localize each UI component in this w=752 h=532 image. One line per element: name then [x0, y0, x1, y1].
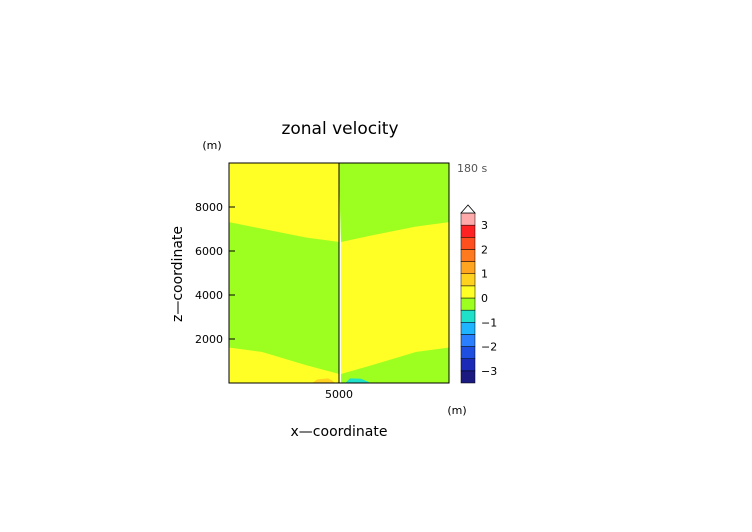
- y-tick-label: 6000: [195, 245, 223, 258]
- colorbar-swatch: [460, 370, 476, 384]
- colorbar-swatch: [460, 224, 476, 238]
- colorbar-tick-label: −1: [481, 316, 497, 329]
- colorbar-swatch: [460, 249, 476, 262]
- colorbar-tick-label: −2: [481, 341, 497, 354]
- colorbar-tick-label: 1: [481, 268, 488, 281]
- colorbar-swatch: [460, 212, 476, 226]
- colorbar-swatch: [460, 309, 476, 323]
- colorbar-extend-arrow: [460, 204, 476, 214]
- colorbar-swatch: [460, 297, 476, 311]
- y-unit-label: (m): [202, 139, 221, 152]
- colorbar: [460, 204, 476, 384]
- y-tick-label: 2000: [195, 333, 223, 346]
- x-unit-label: (m): [447, 404, 466, 417]
- colorbar-tick-label: 2: [481, 243, 488, 256]
- y-tick-label: 4000: [195, 289, 223, 302]
- colorbar-swatch: [460, 261, 476, 274]
- colorbar-swatch: [460, 334, 476, 347]
- chart-title: zonal velocity: [281, 119, 398, 139]
- contour-regions: [228, 162, 450, 384]
- colorbar-swatch: [460, 322, 476, 335]
- colorbar-swatch: [460, 358, 476, 372]
- colorbar-tick-label: 0: [481, 292, 488, 305]
- colorbar-swatch: [460, 237, 476, 250]
- x-tick-label: 5000: [325, 388, 353, 401]
- x-axis-ticks: 5000: [325, 377, 353, 401]
- y-axis-label: z—coordinate: [170, 226, 186, 322]
- colorbar-tick-label: −3: [481, 365, 497, 378]
- plot-frame: [228, 162, 450, 384]
- colorbar-ticks: −3 −2 −1 0 1 2 3: [481, 219, 497, 378]
- colorbar-tick-label: 3: [481, 219, 488, 232]
- y-axis-ticks: 2000 4000 6000 8000: [195, 201, 235, 346]
- colorbar-swatch: [460, 285, 476, 299]
- colorbar-swatch: [460, 346, 476, 359]
- y-tick-label: 8000: [195, 201, 223, 214]
- x-axis-label: x—coordinate: [291, 424, 388, 440]
- colorbar-swatch: [460, 273, 476, 287]
- time-label: 180 s: [457, 162, 487, 175]
